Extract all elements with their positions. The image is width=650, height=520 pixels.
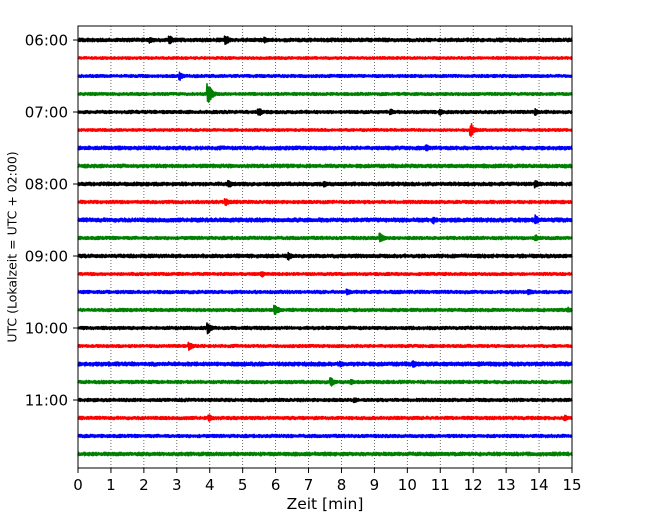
x-tick-label: 0 <box>73 476 83 494</box>
x-tick-label: 3 <box>172 476 182 494</box>
x-tick-label: 11 <box>431 476 450 494</box>
trace-0630 <box>77 71 573 81</box>
x-axis-ticks: 0 1 2 3 4 5 6 7 8 9 10 11 12 13 14 15 <box>73 468 582 494</box>
x-tick-label: 13 <box>497 476 516 494</box>
trace-1000 <box>77 322 573 335</box>
trace-0945 <box>77 304 573 316</box>
trace-0930 <box>77 288 573 296</box>
trace-0600 <box>77 35 573 46</box>
x-tick-label: 15 <box>562 476 581 494</box>
trace-0715 <box>77 122 573 138</box>
trace-0700 <box>77 108 573 117</box>
x-tick-label: 5 <box>238 476 248 494</box>
trace-1030 <box>77 360 573 368</box>
trace-1130 <box>77 433 573 439</box>
y-tick-label: 07:00 <box>25 104 68 122</box>
seismogram-traces <box>77 35 573 457</box>
plot-area-frame <box>77 25 573 469</box>
trace-0900 <box>77 251 573 261</box>
x-tick-label: 1 <box>106 476 116 494</box>
x-tick-label: 6 <box>271 476 281 494</box>
trace-0830 <box>77 214 573 225</box>
x-tick-label: 14 <box>530 476 549 494</box>
trace-0645 <box>77 82 573 103</box>
trace-0745 <box>77 163 573 169</box>
trace-0845 <box>77 232 573 243</box>
y-tick-label: 10:00 <box>25 320 68 338</box>
x-tick-label: 2 <box>139 476 149 494</box>
x-axis-label: Zeit [min] <box>287 495 364 513</box>
x-tick-label: 7 <box>304 476 314 494</box>
trace-0815 <box>77 198 573 207</box>
y-axis-ticks: 06:00 07:00 08:00 09:00 10:00 11:00 <box>25 32 78 410</box>
trace-1015 <box>77 341 573 351</box>
y-axis-label: UTC (Lokalzeit = UTC + 02:00) <box>4 151 19 342</box>
trace-0730 <box>77 144 573 152</box>
trace-1100 <box>77 397 573 404</box>
trace-1115 <box>77 414 573 422</box>
y-tick-label: 08:00 <box>25 176 68 194</box>
x-tick-label: 4 <box>205 476 215 494</box>
trace-0615 <box>77 55 573 61</box>
x-tick-label: 8 <box>337 476 347 494</box>
trace-0915 <box>77 271 573 278</box>
x-tick-label: 12 <box>464 476 483 494</box>
trace-0800 <box>77 179 573 189</box>
y-tick-label: 09:00 <box>25 248 68 266</box>
trace-1145 <box>77 451 573 457</box>
x-tick-label: 10 <box>398 476 417 494</box>
trace-1045 <box>77 377 573 387</box>
x-tick-label: 9 <box>370 476 380 494</box>
y-tick-label: 06:00 <box>25 32 68 50</box>
y-tick-label: 11:00 <box>25 392 68 410</box>
